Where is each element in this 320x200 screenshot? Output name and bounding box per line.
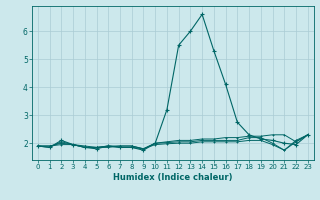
- X-axis label: Humidex (Indice chaleur): Humidex (Indice chaleur): [113, 173, 233, 182]
